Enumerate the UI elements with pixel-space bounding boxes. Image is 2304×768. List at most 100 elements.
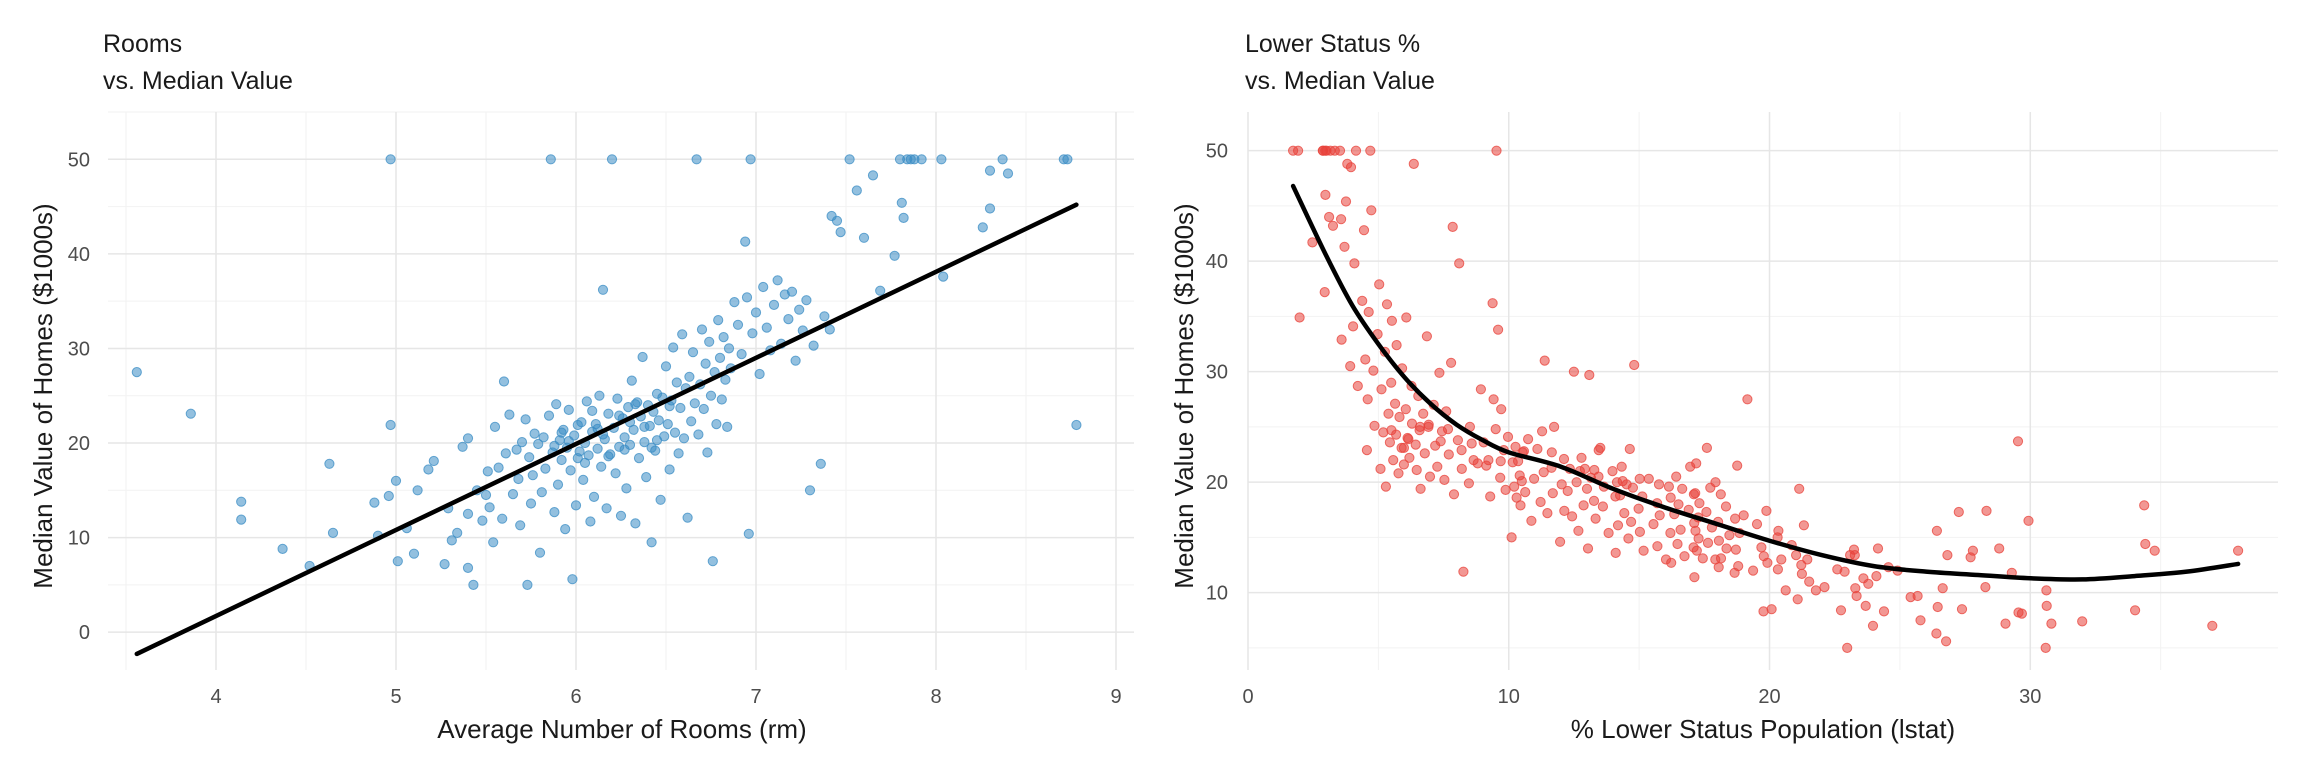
data-point xyxy=(1819,582,1830,593)
data-point xyxy=(1432,461,1443,472)
data-point xyxy=(916,154,927,165)
data-point xyxy=(1867,620,1879,631)
data-point xyxy=(808,340,819,351)
data-point xyxy=(758,281,769,293)
data-point xyxy=(1612,520,1624,531)
data-point xyxy=(1374,279,1385,290)
data-point xyxy=(750,307,762,318)
data-point xyxy=(772,275,783,286)
data-point xyxy=(462,562,474,574)
data-point xyxy=(713,315,724,326)
data-point xyxy=(1603,527,1614,539)
data-point xyxy=(2149,545,2160,556)
data-point xyxy=(480,489,492,501)
data-point xyxy=(1581,483,1593,494)
data-point xyxy=(768,299,780,310)
data-point xyxy=(1466,438,1477,449)
data-point xyxy=(641,472,652,483)
data-point xyxy=(851,185,862,196)
data-point xyxy=(1721,543,1732,554)
data-point xyxy=(720,374,731,385)
data-point xyxy=(1693,533,1704,544)
data-point xyxy=(1634,473,1645,484)
data-point xyxy=(1340,196,1352,207)
data-point xyxy=(1582,543,1594,554)
y-axis-label: Median Value of Homes ($1000s) xyxy=(28,203,58,588)
data-point xyxy=(700,358,711,369)
data-point xyxy=(1447,221,1458,232)
data-point xyxy=(2130,605,2141,616)
data-point xyxy=(452,527,463,539)
data-point xyxy=(889,250,900,261)
data-point xyxy=(1724,530,1735,541)
data-point xyxy=(1384,437,1396,448)
data-point xyxy=(1339,241,1350,252)
data-point xyxy=(534,547,546,558)
data-point xyxy=(1956,604,1968,615)
data-point xyxy=(1386,425,1397,436)
data-point xyxy=(1502,431,1514,442)
y-tick-label: 20 xyxy=(68,433,90,455)
data-point xyxy=(543,410,555,421)
data-point xyxy=(1730,544,1742,555)
data-point xyxy=(1627,482,1639,493)
data-point xyxy=(671,377,682,388)
data-point xyxy=(1559,505,1570,516)
data-point xyxy=(1756,542,1767,553)
y-axis-label: Median Value of Homes ($1000s) xyxy=(1169,203,1199,588)
y-tick-label: 30 xyxy=(68,338,90,360)
data-point xyxy=(545,154,556,165)
data-point xyxy=(1002,168,1014,179)
data-point xyxy=(2041,600,2052,612)
data-point xyxy=(1496,404,1507,415)
data-point xyxy=(729,297,740,308)
data-point xyxy=(1423,419,1434,430)
data-point xyxy=(844,154,855,165)
data-point xyxy=(324,458,335,469)
data-point xyxy=(498,376,510,387)
data-point xyxy=(603,408,614,419)
data-point xyxy=(1439,474,1450,485)
rooms-panel: Rooms vs. Median Value 4 5 6 7 8 9 0 10 20 30 40 5… xyxy=(28,30,1134,744)
x-tick-labels: 4 5 6 7 8 9 xyxy=(210,686,1121,708)
data-point xyxy=(1748,565,1759,576)
data-point xyxy=(1365,145,1376,156)
data-point xyxy=(2041,585,2052,596)
data-point xyxy=(524,452,535,463)
data-point xyxy=(1730,513,1741,524)
data-point xyxy=(1617,476,1628,487)
data-point xyxy=(619,432,630,443)
data-point xyxy=(1456,445,1467,456)
data-point xyxy=(1652,541,1663,552)
data-point xyxy=(1442,424,1454,435)
data-point xyxy=(1538,467,1549,478)
lower-status-panel: Lower Status % vs. Median Value 0 10 20 30 … xyxy=(1169,30,2278,744)
data-point xyxy=(1802,554,1813,565)
x-tick-label: 5 xyxy=(390,686,401,708)
data-point xyxy=(527,470,538,481)
data-point xyxy=(536,487,547,498)
data-point xyxy=(412,485,423,496)
data-point xyxy=(1319,287,1330,298)
data-point xyxy=(1665,527,1676,539)
data-point xyxy=(1762,557,1773,568)
data-point xyxy=(1794,483,1805,494)
data-point xyxy=(1653,479,1665,490)
data-point xyxy=(684,371,695,382)
data-point xyxy=(2023,515,2034,526)
data-point xyxy=(1590,513,1601,524)
data-point xyxy=(619,444,630,455)
data-point xyxy=(1666,557,1677,568)
data-point xyxy=(556,427,567,438)
data-point xyxy=(488,537,499,548)
x-axis-label: Average Number of Rooms (rm) xyxy=(437,714,806,744)
data-point xyxy=(2139,500,2150,511)
x-tick-labels: 0 10 20 30 xyxy=(1242,686,2041,708)
data-point xyxy=(693,429,704,440)
data-point xyxy=(1732,460,1743,471)
data-point xyxy=(468,579,479,591)
data-point xyxy=(1448,489,1460,500)
data-point xyxy=(1547,488,1558,499)
data-point xyxy=(696,324,708,335)
